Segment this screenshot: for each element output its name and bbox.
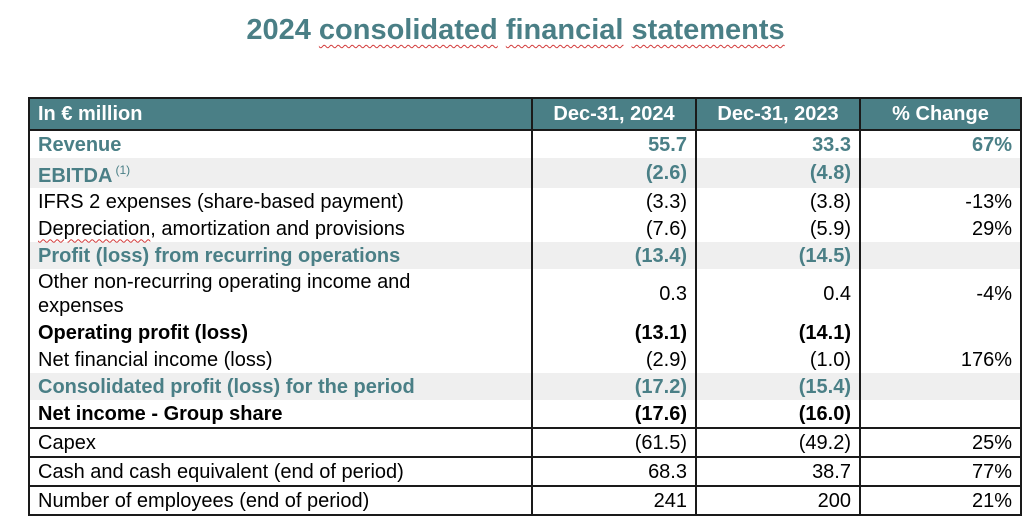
value-2023: (14.1) bbox=[695, 319, 861, 346]
value-change: 77% bbox=[859, 456, 1022, 486]
value-change bbox=[859, 373, 1022, 400]
value-2023: (4.8) bbox=[695, 158, 861, 188]
title-year: 2024 bbox=[246, 14, 311, 46]
value-2024: (17.6) bbox=[531, 400, 697, 428]
value-2024: (2.6) bbox=[531, 158, 697, 188]
row-label-line-2: expenses bbox=[38, 295, 124, 317]
value-2024: (3.3) bbox=[531, 188, 697, 215]
value-change bbox=[859, 158, 1022, 188]
row-label-text: EBITDA bbox=[38, 165, 113, 187]
value-2023: 0.4 bbox=[695, 269, 861, 319]
row-label: Depreciation, amortization and provision… bbox=[28, 215, 533, 242]
value-change bbox=[859, 400, 1022, 428]
value-2023: (3.8) bbox=[695, 188, 861, 215]
value-change: -4% bbox=[859, 269, 1022, 319]
table-row: Operating profit (loss) (13.1) (14.1) bbox=[28, 319, 1022, 346]
header-label: In € million bbox=[28, 97, 533, 131]
value-2023: 33.3 bbox=[695, 130, 861, 158]
value-change: 29% bbox=[859, 215, 1022, 242]
value-change: 21% bbox=[859, 485, 1022, 516]
row-label-line-1: Other non-recurring operating income and bbox=[38, 271, 411, 293]
financial-table: In € million Dec-31, 2024 Dec-31, 2023 %… bbox=[28, 97, 1022, 516]
value-2024: 0.3 bbox=[531, 269, 697, 319]
row-label: EBITDA (1) bbox=[28, 158, 533, 188]
value-change: 176% bbox=[859, 346, 1022, 373]
row-label: Net financial income (loss) bbox=[28, 346, 533, 373]
table-row: Depreciation, amortization and provision… bbox=[28, 215, 1022, 242]
value-2023: 38.7 bbox=[695, 456, 861, 486]
row-label: IFRS 2 expenses (share-based payment) bbox=[28, 188, 533, 215]
value-2024: 55.7 bbox=[531, 130, 697, 158]
value-change bbox=[859, 242, 1022, 269]
table-row: Cash and cash equivalent (end of period)… bbox=[28, 456, 1022, 486]
row-label: Capex bbox=[28, 427, 533, 457]
row-label: Other non-recurring operating income and… bbox=[28, 269, 533, 319]
row-label: Operating profit (loss) bbox=[28, 319, 533, 346]
value-2023: 200 bbox=[695, 485, 861, 516]
row-label: Cash and cash equivalent (end of period) bbox=[28, 456, 533, 486]
value-change: -13% bbox=[859, 188, 1022, 215]
header-change: % Change bbox=[859, 97, 1022, 131]
title-word-consolidated: consolidated bbox=[318, 14, 498, 46]
title-word-statements: statements bbox=[631, 14, 785, 46]
value-2024: 241 bbox=[531, 485, 697, 516]
title-word-financial: financial bbox=[505, 14, 624, 46]
value-2023: (5.9) bbox=[695, 215, 861, 242]
table-row: Net financial income (loss) (2.9) (1.0) … bbox=[28, 346, 1022, 373]
value-2024: (7.6) bbox=[531, 215, 697, 242]
row-label: Net income - Group share bbox=[28, 400, 533, 428]
value-2023: (1.0) bbox=[695, 346, 861, 373]
row-label-part-b: , amortization and provisions bbox=[150, 217, 405, 240]
header-dec-2023: Dec-31, 2023 bbox=[695, 97, 861, 131]
value-change: 25% bbox=[859, 427, 1022, 457]
value-2023: (15.4) bbox=[695, 373, 861, 400]
table-header-row: In € million Dec-31, 2024 Dec-31, 2023 %… bbox=[28, 97, 1022, 131]
value-2023: (49.2) bbox=[695, 427, 861, 457]
row-label-part-a: Depreciation bbox=[38, 217, 151, 240]
value-2023: (14.5) bbox=[695, 242, 861, 269]
row-label: Consolidated profit (loss) for the perio… bbox=[28, 373, 533, 400]
page-title: 2024 consolidated financial statements bbox=[0, 14, 1031, 47]
table-row: Number of employees (end of period) 241 … bbox=[28, 485, 1022, 516]
footnote-marker: (1) bbox=[115, 163, 131, 177]
table-row: Capex (61.5) (49.2) 25% bbox=[28, 427, 1022, 457]
table-row: EBITDA (1) (2.6) (4.8) bbox=[28, 158, 1022, 188]
table-row: Revenue 55.7 33.3 67% bbox=[28, 130, 1022, 158]
row-label: Profit (loss) from recurring operations bbox=[28, 242, 533, 269]
value-2024: (13.1) bbox=[531, 319, 697, 346]
table-row: Consolidated profit (loss) for the perio… bbox=[28, 373, 1022, 400]
row-label: Number of employees (end of period) bbox=[28, 485, 533, 516]
value-2024: (17.2) bbox=[531, 373, 697, 400]
value-change: 67% bbox=[859, 130, 1022, 158]
table-row: Other non-recurring operating income and… bbox=[28, 269, 1022, 319]
value-2024: (2.9) bbox=[531, 346, 697, 373]
value-2024: (13.4) bbox=[531, 242, 697, 269]
value-2024: 68.3 bbox=[531, 456, 697, 486]
table-row: IFRS 2 expenses (share-based payment) (3… bbox=[28, 188, 1022, 215]
header-dec-2024: Dec-31, 2024 bbox=[531, 97, 697, 131]
table-row: Net income - Group share (17.6) (16.0) bbox=[28, 400, 1022, 428]
value-2024: (61.5) bbox=[531, 427, 697, 457]
value-change bbox=[859, 319, 1022, 346]
row-label: Revenue bbox=[28, 130, 533, 158]
table-row: Profit (loss) from recurring operations … bbox=[28, 242, 1022, 269]
value-2023: (16.0) bbox=[695, 400, 861, 428]
